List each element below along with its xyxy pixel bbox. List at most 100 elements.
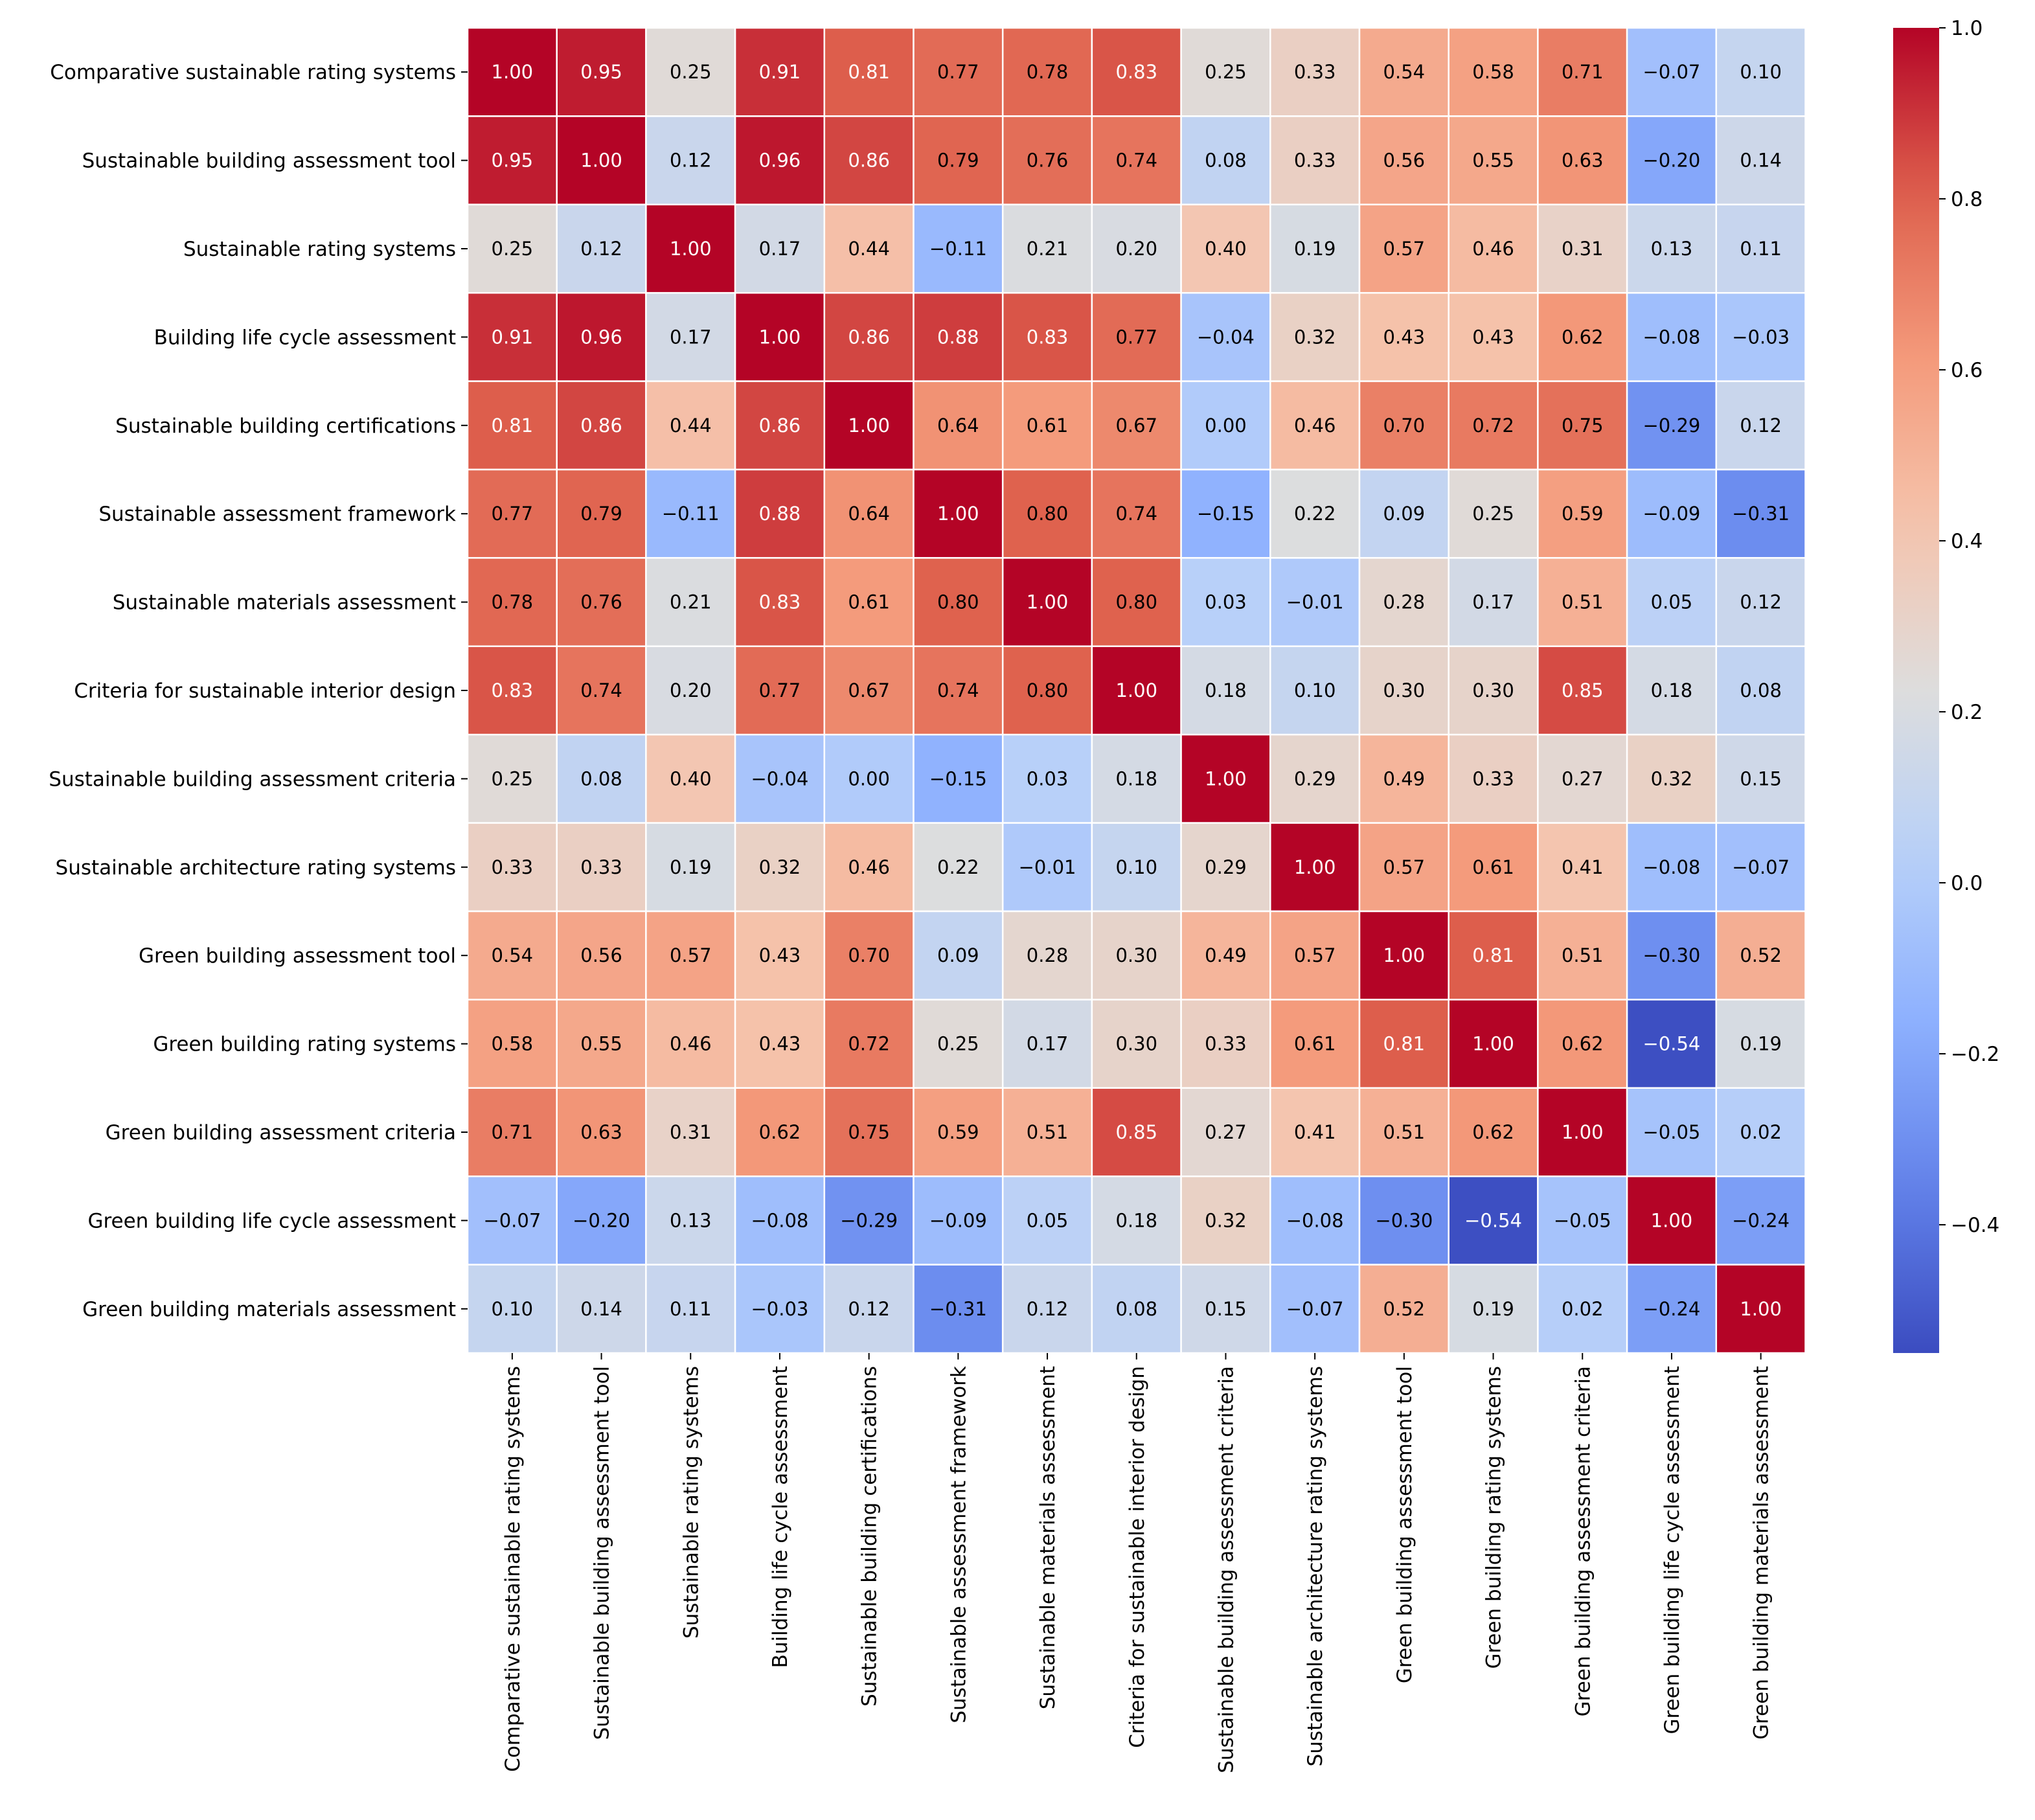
- heatmap-cell: [1626, 291, 1718, 382]
- cell-value-label: 0.32: [1651, 768, 1693, 790]
- cell-value-label: 0.77: [1115, 326, 1157, 348]
- cell-value-label: 1.00: [1294, 856, 1336, 878]
- cell-value-label: 0.88: [937, 326, 979, 348]
- heatmap-cell: [913, 380, 1004, 471]
- heatmap-cell: [913, 468, 1004, 559]
- heatmap-cell: [1001, 557, 1093, 648]
- cell-value-label: 0.81: [492, 415, 534, 437]
- cell-value-label: 0.30: [1115, 1033, 1157, 1055]
- cell-value-label: 0.29: [1294, 768, 1336, 790]
- row-label: Sustainable architecture rating systems: [56, 856, 456, 880]
- cell-value-label: 0.18: [1651, 679, 1693, 701]
- cell-value-label: 0.57: [1383, 856, 1426, 878]
- heatmap-cell: [645, 1087, 736, 1177]
- heatmap-cell: [1715, 910, 1806, 1001]
- heatmap-cell: [645, 999, 736, 1089]
- cell-value-label: 0.18: [1205, 679, 1247, 701]
- cell-value-label: 0.79: [580, 503, 622, 525]
- cell-value-label: 0.56: [1383, 150, 1426, 172]
- cell-value-label: 0.15: [1205, 1298, 1247, 1320]
- row-label: Comparative sustainable rating systems: [50, 61, 456, 84]
- cell-value-label: 0.25: [492, 238, 534, 260]
- heatmap-cell: [1537, 468, 1628, 559]
- heatmap-cell: [1358, 999, 1450, 1089]
- heatmap-cell: [913, 291, 1004, 382]
- cell-value-label: 0.86: [848, 150, 890, 172]
- cell-value-label: 1.00: [492, 61, 534, 83]
- column-label: Sustainable assessment framework: [947, 1366, 970, 1723]
- heatmap-cell: [1180, 1087, 1271, 1177]
- heatmap-cell: [1626, 380, 1718, 471]
- heatmap-cell: [1537, 1264, 1628, 1354]
- cell-value-label: −0.08: [751, 1209, 809, 1231]
- heatmap-cell: [823, 557, 915, 648]
- column-label: Sustainable building certifications: [858, 1366, 881, 1707]
- cell-value-label: −0.03: [1732, 326, 1790, 348]
- row-label: Green building assessment criteria: [106, 1121, 456, 1144]
- cell-value-label: −0.03: [751, 1298, 809, 1320]
- cell-value-label: 0.13: [1651, 238, 1693, 260]
- cell-value-label: 0.25: [492, 768, 534, 790]
- colorbar: −0.4 −0.2 0.0 0.2 0.4 0.6 0.8 1.0: [1893, 17, 1999, 1353]
- heatmap-cell: [913, 733, 1004, 824]
- cell-value-label: 0.79: [937, 150, 979, 172]
- cell-value-label: 0.71: [492, 1121, 534, 1143]
- heatmap-cell: [1537, 1175, 1628, 1266]
- heatmap-cell: [823, 910, 915, 1001]
- cell-value-label: 0.61: [1472, 856, 1514, 878]
- heatmap-cell: [1537, 380, 1628, 471]
- heatmap-cell: [1269, 999, 1361, 1089]
- cell-value-label: 0.33: [1294, 61, 1336, 83]
- cell-value-label: 1.00: [1472, 1033, 1514, 1055]
- heatmap-cell: [1269, 1264, 1361, 1354]
- cell-value-label: 1.00: [670, 238, 712, 260]
- cell-value-label: 0.08: [1740, 679, 1782, 701]
- cell-value-label: 0.80: [1027, 679, 1069, 701]
- heatmap-cell: [1448, 380, 1539, 471]
- cell-value-label: 0.63: [580, 1121, 622, 1143]
- colorbar-tick-label: 0.8: [1951, 188, 1983, 211]
- cell-value-label: 0.51: [1562, 591, 1604, 613]
- cell-value-label: −0.01: [1286, 591, 1344, 613]
- heatmap-cell: [1448, 557, 1539, 648]
- cell-value-label: 0.20: [1115, 238, 1157, 260]
- cell-value-label: 0.10: [1294, 679, 1336, 701]
- heatmap-cell: [1001, 1264, 1093, 1354]
- heatmap-cell: [466, 1264, 558, 1354]
- cell-value-label: 0.12: [848, 1298, 890, 1320]
- cell-value-label: 0.20: [670, 679, 712, 701]
- cell-value-label: −0.20: [573, 1209, 630, 1231]
- heatmap-cell: [466, 203, 558, 294]
- heatmap-cell: [1180, 291, 1271, 382]
- cell-value-label: −0.30: [1643, 944, 1701, 966]
- cell-value-label: 0.14: [1740, 150, 1782, 172]
- cell-value-label: 0.27: [1562, 768, 1604, 790]
- heatmap-cell: [466, 380, 558, 471]
- heatmap-cell: [1091, 115, 1182, 206]
- cell-value-label: 0.49: [1383, 768, 1426, 790]
- cell-value-label: 0.13: [670, 1209, 712, 1231]
- heatmap-cell: [1448, 203, 1539, 294]
- cell-value-label: 0.95: [580, 61, 622, 83]
- cell-value-label: −0.07: [1732, 856, 1790, 878]
- row-label: Green building life cycle assessment: [87, 1209, 456, 1233]
- cell-value-label: −0.29: [1643, 415, 1701, 437]
- heatmap-cell: [466, 1087, 558, 1177]
- cell-value-label: 0.57: [1383, 238, 1426, 260]
- heatmap-cell: [1715, 380, 1806, 471]
- heatmap-cell: [556, 910, 647, 1001]
- cell-value-label: −0.20: [1643, 150, 1701, 172]
- cell-value-label: 0.11: [670, 1298, 712, 1320]
- column-label: Sustainable materials assessment: [1036, 1366, 1060, 1709]
- heatmap-cell: [1715, 1087, 1806, 1177]
- cell-value-label: 0.72: [848, 1033, 890, 1055]
- cell-value-label: 0.67: [848, 679, 890, 701]
- cell-value-label: 0.28: [1027, 944, 1069, 966]
- cell-value-label: −0.08: [1286, 1209, 1344, 1231]
- row-label: Green building materials assessment: [82, 1298, 456, 1321]
- heatmap-cell: [1448, 1175, 1539, 1266]
- heatmap-cell: [1537, 999, 1628, 1089]
- heatmap-cell: [823, 291, 915, 382]
- cell-value-label: 0.75: [1562, 415, 1604, 437]
- heatmap-cell: [1537, 557, 1628, 648]
